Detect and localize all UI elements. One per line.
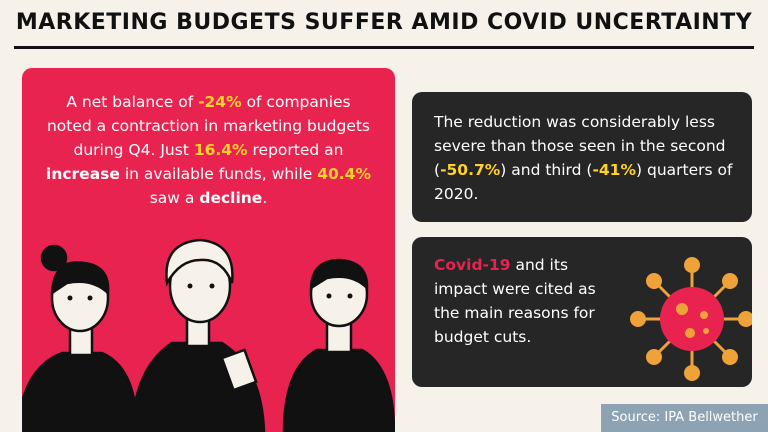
- stats-card: A net balance of -24% of companies noted…: [22, 68, 395, 432]
- emphasis: decline: [199, 189, 263, 207]
- stats-text: A net balance of -24% of companies noted…: [42, 90, 375, 210]
- title-rule: [14, 46, 754, 49]
- highlight: -41%: [592, 161, 637, 179]
- text: ) and third (: [500, 161, 593, 179]
- highlight: -50.7%: [440, 161, 501, 179]
- people-illustration: [22, 238, 395, 432]
- highlight: -24%: [198, 93, 242, 111]
- title: MARKETING BUDGETS SUFFER AMID COVID UNCE…: [15, 10, 753, 35]
- text: in available funds, while: [119, 165, 318, 183]
- source: Source: IPA Bellwether: [601, 404, 768, 432]
- highlight: 40.4%: [317, 165, 371, 183]
- text: and its impact were cited as the main re…: [434, 256, 596, 346]
- text: of companies noted a contraction in mark…: [46, 93, 371, 159]
- text: ) quarters of 2020.: [434, 161, 733, 203]
- text: saw a: [149, 189, 200, 207]
- text: .: [262, 189, 268, 207]
- highlight: Covid-19: [434, 256, 511, 274]
- highlight: 16.4%: [193, 141, 248, 159]
- covid-text: Covid-19 and its impact were cited as th…: [434, 253, 624, 349]
- emphasis: increase: [46, 165, 120, 183]
- covid-card: Covid-19 and its impact were cited as th…: [412, 237, 752, 387]
- text: A net balance of: [66, 93, 199, 111]
- comparison-card: The reduction was considerably less seve…: [412, 92, 752, 222]
- text: The reduction was considerably less seve…: [434, 113, 726, 179]
- comparison-text: The reduction was considerably less seve…: [434, 110, 734, 206]
- text: reported an: [247, 141, 344, 159]
- virus-illustration: [630, 257, 752, 381]
